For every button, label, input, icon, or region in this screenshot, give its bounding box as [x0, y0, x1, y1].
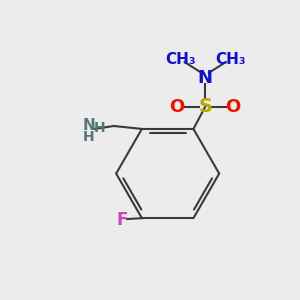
Text: H: H	[83, 130, 95, 144]
Text: H: H	[93, 121, 105, 135]
Text: O: O	[226, 98, 241, 116]
Text: N: N	[198, 69, 213, 87]
Text: CH₃: CH₃	[165, 52, 196, 67]
Text: CH₃: CH₃	[215, 52, 245, 67]
Text: N: N	[82, 118, 95, 133]
Text: O: O	[169, 98, 185, 116]
Text: F: F	[116, 211, 128, 229]
Text: S: S	[198, 97, 212, 116]
